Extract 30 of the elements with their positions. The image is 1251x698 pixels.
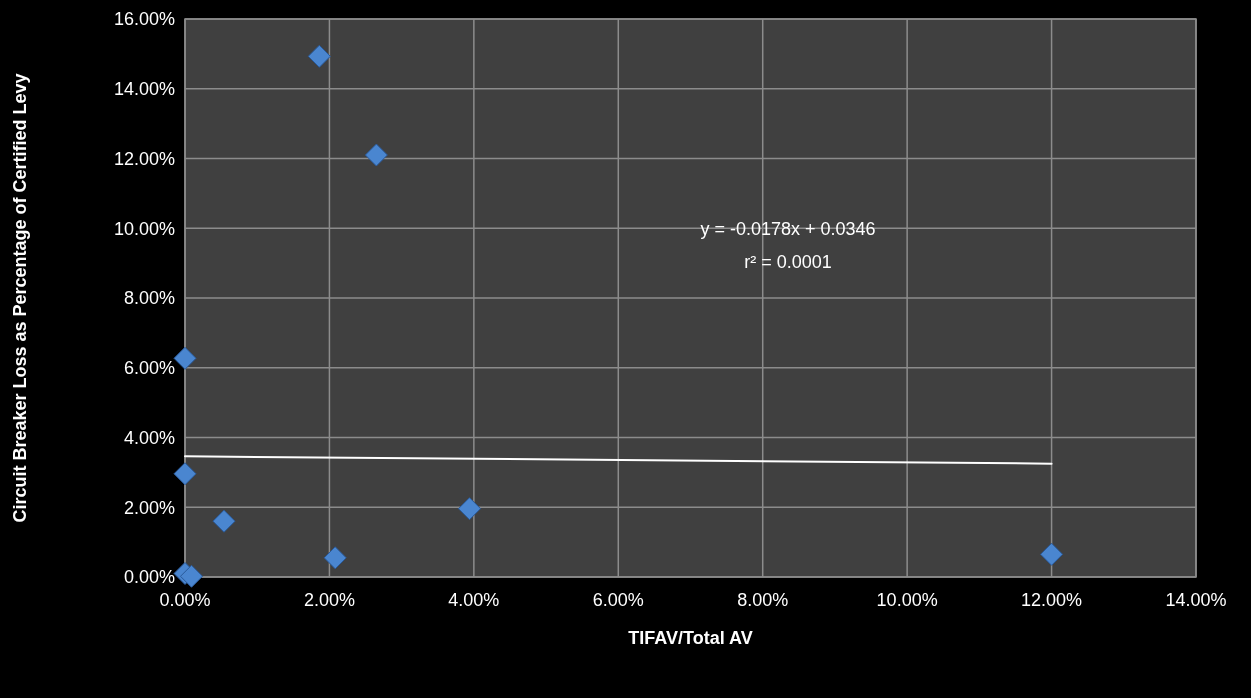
y-tick-label: 10.00% [113, 218, 175, 239]
y-tick-label: 6.00% [123, 358, 175, 379]
annotation: y = -0.0178x + 0.0346 [700, 218, 876, 239]
x-tick-label: 4.00% [448, 590, 500, 610]
point [1040, 542, 1064, 566]
point [364, 143, 388, 167]
point [307, 44, 331, 68]
y-tick-label: 14.00% [113, 79, 175, 100]
x-axis-title: TIFAV/Total AV [628, 628, 753, 648]
x-tick-label: 0.00% [159, 590, 211, 610]
point [173, 462, 197, 486]
y-axis-title: Circuit Breaker Loss as Percentage of Certified Levy [10, 73, 31, 523]
y-tick-label: 4.00% [123, 427, 175, 448]
y-tick-label: 0.00% [123, 567, 175, 588]
x-tick-label: 2.00% [303, 590, 355, 610]
point [323, 546, 347, 570]
point [180, 564, 203, 588]
y-tick-label: 2.00% [123, 497, 175, 518]
y-tick-label: 8.00% [123, 288, 175, 309]
point [173, 346, 197, 370]
x-tick-label: 8.00% [737, 590, 789, 610]
x-tick-label: 12.00% [1021, 590, 1083, 610]
y-tick-label: 12.00% [113, 148, 175, 169]
annotation: r² = 0.0001 [744, 251, 832, 272]
x-tick-label: 14.00% [1165, 590, 1227, 610]
x-tick-label: 10.00% [876, 590, 938, 610]
y-tick-label: 16.00% [113, 9, 175, 30]
point [212, 509, 236, 533]
x-tick-label: 6.00% [592, 590, 644, 610]
point [458, 497, 482, 521]
